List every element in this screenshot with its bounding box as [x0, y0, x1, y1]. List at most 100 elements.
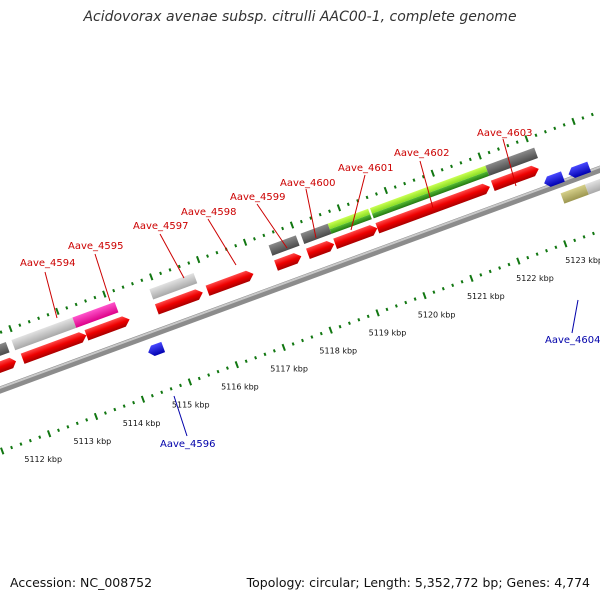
minor-tick — [66, 425, 70, 429]
gene-label-aave-4601[interactable]: Aave_4601 — [338, 163, 394, 174]
major-tick — [55, 307, 60, 315]
major-tick — [0, 447, 5, 455]
minor-tick — [479, 273, 483, 277]
minor-tick — [301, 338, 304, 343]
orf-green-2 — [372, 171, 490, 219]
minor-tick — [57, 428, 60, 433]
scale-label: 5115 kbp — [172, 401, 210, 410]
scale-ticks-inner — [0, 231, 595, 455]
cds-arrow[interactable] — [306, 239, 336, 259]
minor-tick — [507, 262, 511, 267]
minor-tick — [10, 445, 14, 450]
minor-tick — [65, 306, 69, 310]
major-tick — [187, 378, 193, 386]
minor-tick — [403, 181, 407, 186]
minor-tick — [573, 238, 577, 243]
gene-label-aave-4596[interactable]: Aave_4596 — [160, 439, 216, 450]
minor-tick — [215, 250, 219, 255]
major-tick — [195, 255, 201, 264]
cds-arrow[interactable] — [84, 314, 132, 341]
minor-tick — [179, 383, 182, 388]
minor-tick — [581, 116, 585, 120]
minor-tick — [357, 318, 361, 322]
minor-tick — [365, 195, 369, 200]
major-tick — [571, 117, 576, 126]
orf-gray-4 — [485, 147, 538, 176]
major-tick — [516, 257, 521, 265]
minor-tick — [197, 376, 201, 381]
gene-label-aave-4598[interactable]: Aave_4598 — [181, 207, 237, 218]
scale-label: 5116 kbp — [221, 383, 259, 392]
major-tick — [328, 326, 333, 334]
minor-tick — [460, 280, 464, 284]
minor-tick — [412, 178, 416, 182]
scale-label: 5121 kbp — [467, 292, 505, 301]
minor-tick — [488, 269, 492, 274]
cds-reverse-arrow[interactable] — [567, 161, 592, 180]
minor-tick — [27, 319, 31, 324]
minor-tick — [187, 261, 191, 265]
orf-gray-2 — [268, 235, 300, 256]
minor-tick — [112, 288, 116, 293]
orf-khaki — [560, 184, 589, 204]
minor-tick — [338, 324, 342, 329]
major-tick — [281, 343, 286, 352]
scale-ticks-outer — [0, 112, 594, 334]
minor-tick — [38, 435, 42, 439]
minor-tick — [451, 283, 455, 288]
minor-tick — [590, 112, 594, 117]
gene-label-aave-4602[interactable]: Aave_4602 — [394, 148, 450, 159]
major-tick — [234, 361, 239, 369]
cds-arrow[interactable] — [333, 223, 379, 249]
minor-tick — [468, 157, 472, 162]
cds-arrow[interactable] — [274, 251, 303, 271]
orf-lgray-2 — [149, 272, 198, 300]
minor-tick — [46, 313, 50, 317]
minor-tick — [140, 278, 144, 283]
minor-tick — [216, 369, 220, 374]
orf-green-1 — [329, 214, 372, 234]
minor-tick — [299, 219, 303, 224]
gene-label-aave-4597[interactable]: Aave_4597 — [133, 221, 189, 232]
cds-arrow[interactable] — [0, 356, 18, 378]
cds-arrow[interactable] — [490, 164, 541, 191]
minor-tick — [281, 226, 285, 231]
minor-tick — [543, 130, 547, 134]
gene-label-aave-4604[interactable]: Aave_4604 — [545, 335, 600, 346]
gene-label-aave-4603[interactable]: Aave_4603 — [477, 128, 533, 139]
gene-label-aave-4600[interactable]: Aave_4600 — [280, 178, 336, 189]
major-tick — [524, 135, 529, 143]
cds-arrow[interactable] — [154, 287, 205, 315]
minor-tick — [207, 373, 211, 377]
minor-tick — [347, 321, 351, 325]
cds-reverse-arrow[interactable] — [542, 171, 565, 188]
cds-arrow[interactable] — [20, 330, 89, 364]
cds-reverse-arrow[interactable] — [146, 341, 166, 358]
minor-tick — [487, 150, 491, 155]
minor-tick — [93, 295, 97, 300]
gene-label-aave-4594[interactable]: Aave_4594 — [20, 258, 76, 269]
major-tick — [102, 290, 107, 298]
minor-tick — [113, 407, 117, 412]
gene-label-aave-4599[interactable]: Aave_4599 — [230, 192, 286, 203]
minor-tick — [318, 212, 322, 217]
minor-tick — [498, 266, 502, 270]
minor-tick — [515, 140, 519, 144]
major-tick — [422, 291, 427, 300]
scale-label: 5119 kbp — [369, 328, 407, 337]
cds-arrow[interactable] — [375, 182, 491, 234]
gene-label-aave-4595[interactable]: Aave_4595 — [68, 241, 124, 252]
major-tick — [336, 204, 342, 212]
scale-label: 5117 kbp — [270, 365, 308, 374]
minor-tick — [121, 285, 125, 289]
minor-tick — [74, 302, 78, 307]
minor-tick — [271, 230, 275, 234]
scale-label: 5118 kbp — [319, 346, 357, 355]
scale-label: 5112 kbp — [24, 455, 62, 464]
minor-tick — [432, 290, 436, 294]
cds-arrow[interactable] — [205, 269, 256, 296]
orf-pink — [72, 301, 119, 328]
minor-tick — [554, 245, 558, 250]
minor-tick — [150, 393, 154, 398]
